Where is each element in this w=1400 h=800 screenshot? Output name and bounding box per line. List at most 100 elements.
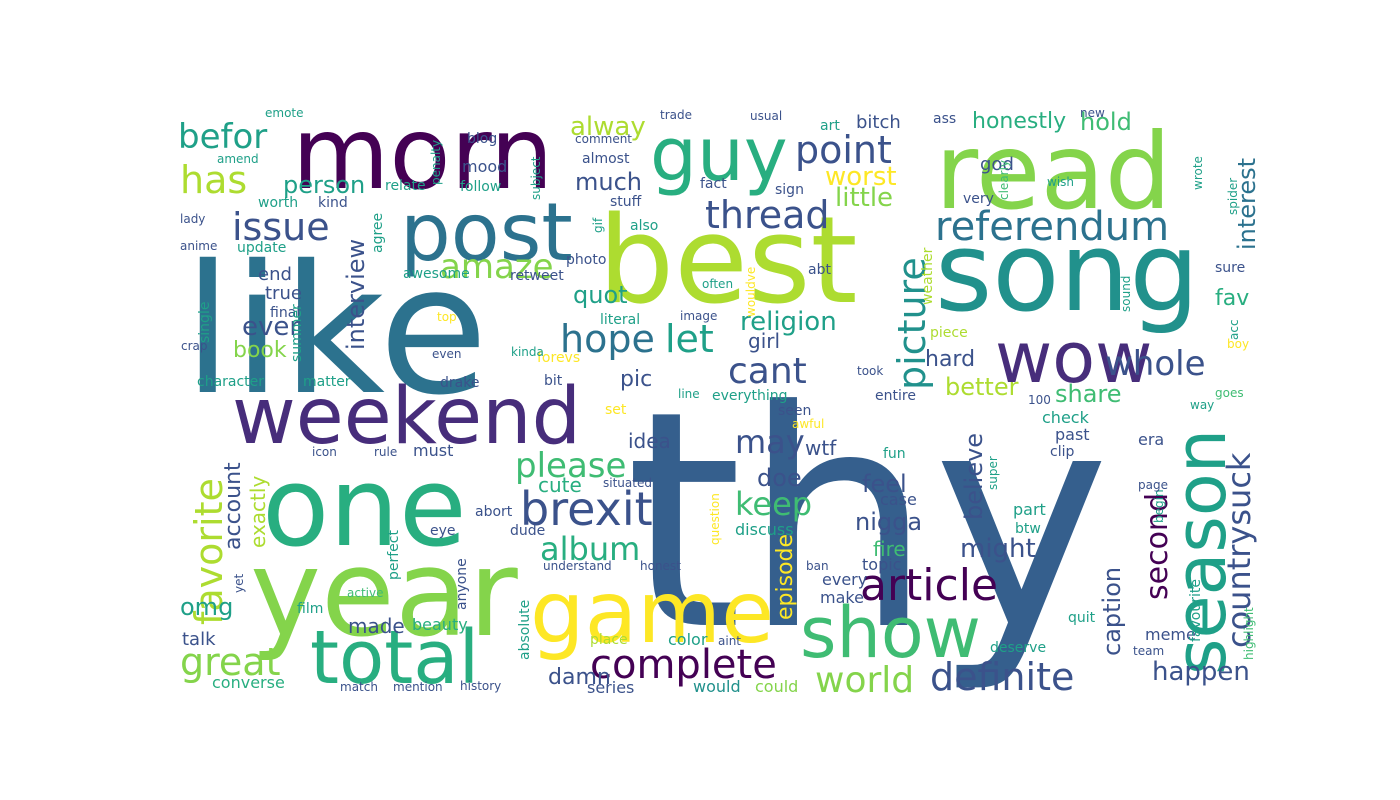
word-point: point xyxy=(795,128,892,172)
word-second: second xyxy=(1140,493,1175,600)
word-rule: rule xyxy=(374,445,397,459)
word-book: book xyxy=(233,338,287,363)
word-best: best xyxy=(598,192,858,331)
word-worth: worth xyxy=(258,195,298,211)
word-much: much xyxy=(575,168,642,196)
word-total: total xyxy=(310,615,479,701)
word-bit: bit xyxy=(544,373,563,389)
word-even: even xyxy=(432,347,461,361)
word-may: may xyxy=(735,423,805,461)
word-boy: boy xyxy=(1227,337,1249,351)
word-honestly: honestly xyxy=(972,109,1066,134)
word-place: place xyxy=(590,632,628,648)
word-took: took xyxy=(857,364,883,378)
word-literal: literal xyxy=(600,312,640,328)
word-clip: clip xyxy=(1050,444,1074,460)
word-emote: emote xyxy=(265,106,304,120)
word-album: album xyxy=(540,530,640,568)
word-history: history xyxy=(460,679,501,693)
word-everything: everything xyxy=(712,388,788,404)
word-little: little xyxy=(835,183,893,213)
word-wish: wish xyxy=(1047,175,1074,189)
word-photo: photo xyxy=(566,252,606,268)
word-acc: acc xyxy=(1227,319,1241,340)
word-discuss: discuss xyxy=(735,520,794,539)
word-image: image xyxy=(680,309,717,323)
word-100: 100 xyxy=(1028,393,1051,407)
word-blog: blog xyxy=(467,131,497,147)
word-piece: piece xyxy=(930,325,968,341)
word-doe: doe xyxy=(757,464,802,492)
word-fav: fav xyxy=(1215,286,1249,311)
word-relate: relate xyxy=(385,178,426,194)
word-way: way xyxy=(1190,398,1214,412)
word-wtf: wtf xyxy=(805,436,837,460)
word-interview: interview xyxy=(342,239,370,350)
word-sound: sound xyxy=(1119,276,1133,312)
word-btw: btw xyxy=(1015,521,1041,537)
word-crap: crap xyxy=(181,339,208,353)
word-trade: trade xyxy=(660,108,692,122)
word-issue: issue xyxy=(232,205,330,249)
word-religion: religion xyxy=(740,307,837,337)
word-film: film xyxy=(297,601,323,617)
word-quit: quit xyxy=(1068,610,1096,626)
word-morn: morn xyxy=(292,95,553,212)
word-cant: cant xyxy=(728,351,807,392)
word-forevs: forevs xyxy=(537,350,580,366)
word-could: could xyxy=(755,677,798,696)
word-amaze: amaze xyxy=(440,247,554,287)
word-fire: fire xyxy=(873,537,906,561)
word-bitch: bitch xyxy=(856,112,901,133)
word-lady: lady xyxy=(180,212,205,226)
word-weather: weather xyxy=(920,247,936,305)
word-keep: keep xyxy=(735,485,812,523)
word-fun: fun xyxy=(883,446,906,462)
word-goes: goes xyxy=(1215,386,1244,400)
word-set: set xyxy=(605,402,627,418)
word-countrysuck: countrysuck xyxy=(1220,452,1258,648)
word-thy: thy xyxy=(625,347,1110,696)
word-usual: usual xyxy=(750,109,782,123)
word-dude: dude xyxy=(510,523,545,539)
word-anyone: anyone xyxy=(454,558,470,610)
word-pic: pic xyxy=(620,367,652,392)
word-understand: understand xyxy=(543,559,612,573)
word-stuff: stuff xyxy=(610,194,642,210)
word-top: top xyxy=(437,310,457,324)
word-make: make xyxy=(820,588,864,607)
word-alway: alway xyxy=(570,112,646,142)
word-has: has xyxy=(180,158,247,202)
word-super: super xyxy=(986,456,1000,490)
word-topic: topic xyxy=(862,555,901,574)
word-happen: happen xyxy=(1152,657,1250,687)
word-favourite: favourite xyxy=(1188,579,1204,642)
word-whole: whole xyxy=(1105,344,1206,384)
word-must: must xyxy=(413,441,453,460)
word-game: game xyxy=(530,563,774,663)
word-account: account xyxy=(221,462,246,550)
word-often: often xyxy=(702,277,733,291)
word-honest: honest xyxy=(640,559,681,573)
word-fact: fact xyxy=(700,176,727,192)
word-world: world xyxy=(815,660,914,701)
word-awesome: awesome xyxy=(403,266,470,282)
word-ever: ever xyxy=(242,312,300,342)
word-girl: girl xyxy=(748,329,780,353)
word-agree: agree xyxy=(370,213,386,253)
word-abort: abort xyxy=(475,504,513,520)
word-character: character xyxy=(197,374,264,390)
word-kind: kind xyxy=(318,195,348,211)
word-ban: ban xyxy=(806,559,829,573)
word-deserve: deserve xyxy=(990,640,1046,656)
word-feel: feel xyxy=(862,470,907,498)
word-read: read xyxy=(935,111,1171,233)
word-referendum: referendum xyxy=(935,204,1169,250)
word-wow: wow xyxy=(995,317,1152,399)
word-color: color xyxy=(668,630,708,649)
word-situated: situated xyxy=(603,476,652,490)
word-post: post xyxy=(400,186,573,279)
word-era: era xyxy=(1138,430,1164,449)
